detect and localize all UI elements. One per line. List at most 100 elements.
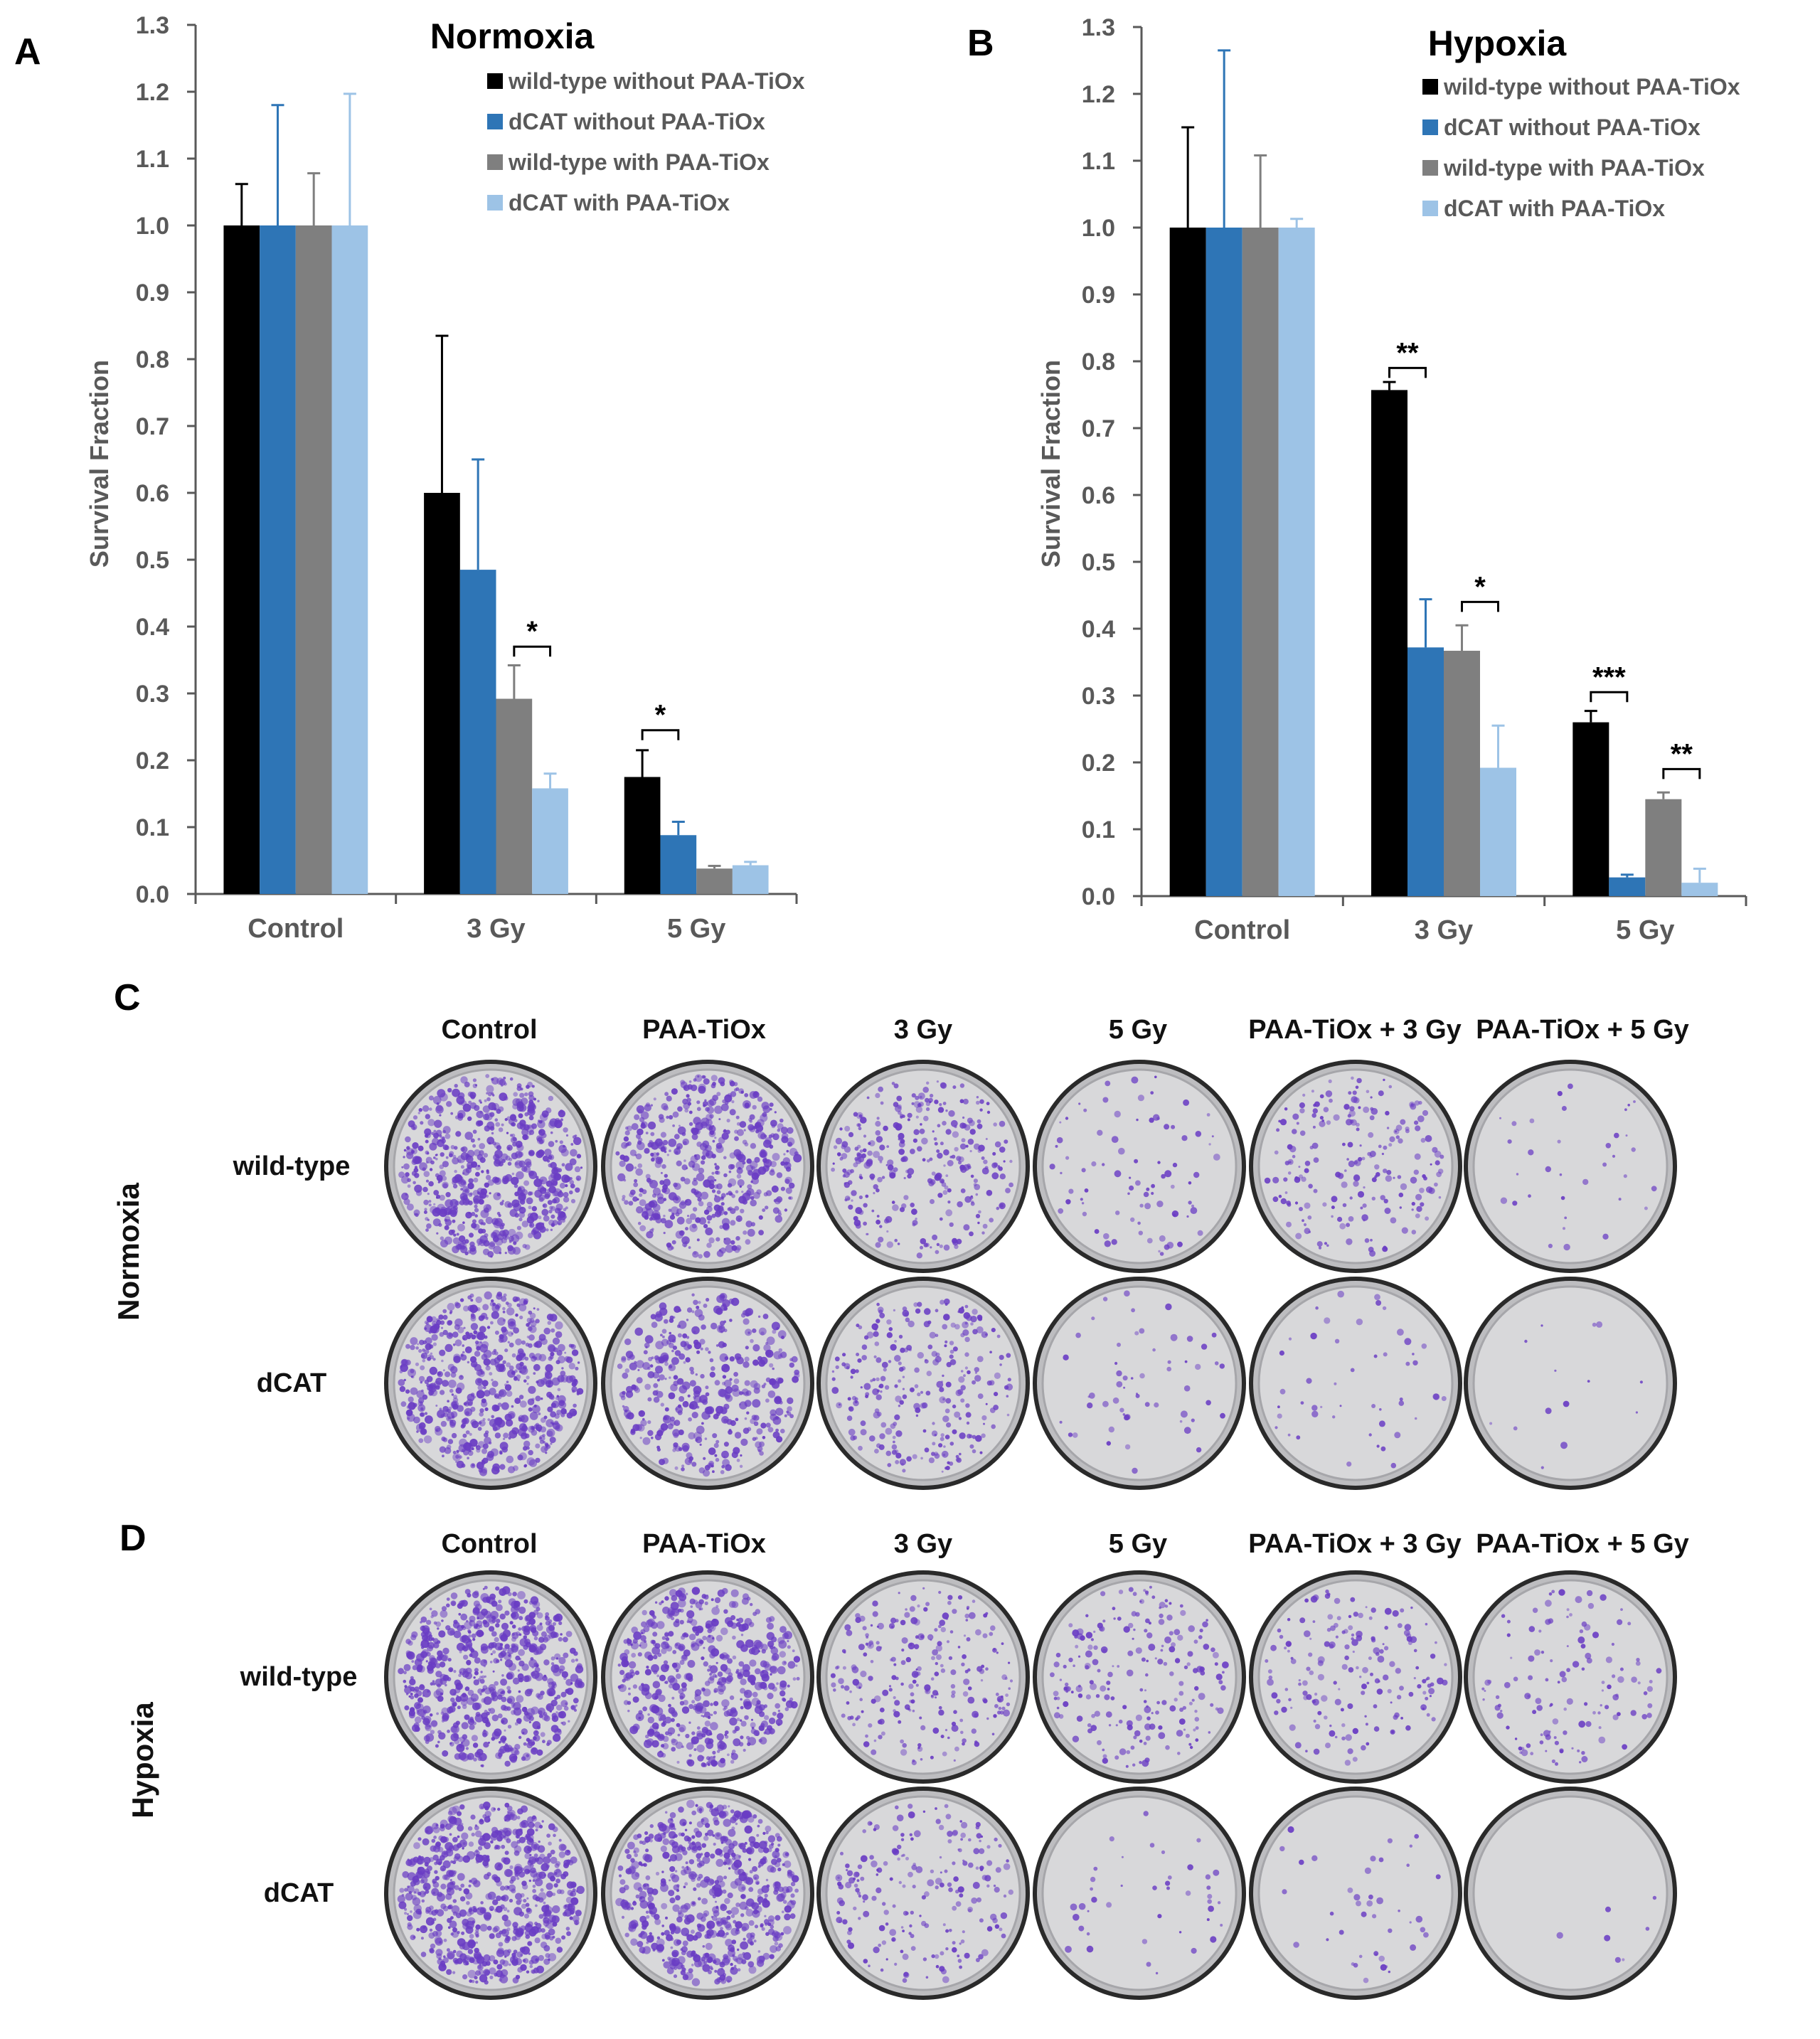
colony [978,1145,985,1152]
colony [510,1077,513,1081]
colony [435,1173,440,1178]
colony [467,1361,469,1363]
colony [668,1704,671,1708]
column-header: 5 Gy [1109,1015,1167,1045]
colony [440,1610,448,1618]
colony [708,1645,715,1653]
colony [454,1324,460,1330]
colony [1304,1203,1311,1209]
colony [564,1352,566,1354]
colony [691,1605,693,1608]
colony [684,1673,691,1681]
colony [1651,1186,1657,1191]
colony [939,1387,944,1392]
colony [976,1666,982,1672]
column-header: Control [441,1015,537,1045]
colony [699,1599,704,1604]
colony [1524,1340,1527,1343]
colony [489,1388,496,1395]
colony [575,1188,580,1193]
y-tick-label: 1.1 [1082,148,1115,175]
colony [1640,1380,1643,1383]
colony [500,1643,504,1646]
colony [853,1162,858,1167]
colony [851,1375,853,1378]
colony [970,1129,976,1134]
colony [506,1307,514,1315]
colony [471,1223,477,1228]
colony [633,1684,637,1688]
colony [471,1393,475,1397]
colony [629,1201,634,1206]
colony [1326,1120,1331,1124]
colony [499,1365,506,1373]
colony [634,1328,643,1336]
colony [1171,1125,1175,1129]
plate-well [826,1580,1020,1774]
colony [511,1136,517,1143]
colony [570,1149,578,1157]
colony [506,1380,509,1383]
y-axis-label: Survival Fraction [1036,360,1065,568]
colony [894,1239,898,1242]
colony [653,1615,656,1619]
colony [638,1222,642,1225]
colony [485,1074,489,1078]
colony [718,1389,726,1397]
colony [985,1667,989,1671]
colony [529,1721,531,1723]
colony [776,1719,783,1726]
colony [539,1437,542,1439]
colony [916,1684,919,1687]
colony [859,1698,863,1701]
colony [743,1361,749,1368]
colony [1545,1166,1551,1172]
colony [458,1159,462,1163]
colony [1415,1125,1420,1131]
colony [495,1587,499,1591]
colony [961,1663,964,1666]
colony [1319,1247,1321,1250]
colony [915,1218,917,1220]
colony [701,1422,704,1425]
colony [439,1350,445,1356]
colony [1103,1297,1107,1301]
colony [693,1207,697,1211]
colony [499,1652,504,1658]
colony [917,1146,922,1152]
colony [902,1743,907,1748]
colony [462,1351,465,1354]
colony [1541,1466,1544,1469]
colony [746,1159,752,1164]
colony [1374,1164,1379,1169]
colony [766,1422,771,1427]
colony [866,1233,868,1235]
colony [950,1359,957,1365]
colony [706,1756,711,1760]
colony [893,1122,900,1129]
colony [1006,1703,1010,1706]
colony [962,1738,967,1743]
colony [1125,1444,1130,1449]
colony [989,1632,993,1636]
colony [865,1195,868,1198]
colony [1434,1183,1438,1187]
colony [639,1225,646,1232]
colony [637,1369,639,1371]
colony [703,1647,705,1649]
colony [419,1340,425,1346]
colony [501,1326,506,1332]
colony [552,1378,560,1386]
colony [715,1440,719,1444]
colony [526,1383,528,1385]
colony [456,1450,459,1453]
colony [1371,1404,1375,1408]
colony [682,1382,691,1390]
colony [769,1718,775,1724]
bar [223,225,260,894]
colony [1114,1111,1121,1117]
colony [425,1114,430,1119]
colony [787,1398,793,1404]
colony [952,1430,957,1434]
colony [1117,1343,1121,1347]
